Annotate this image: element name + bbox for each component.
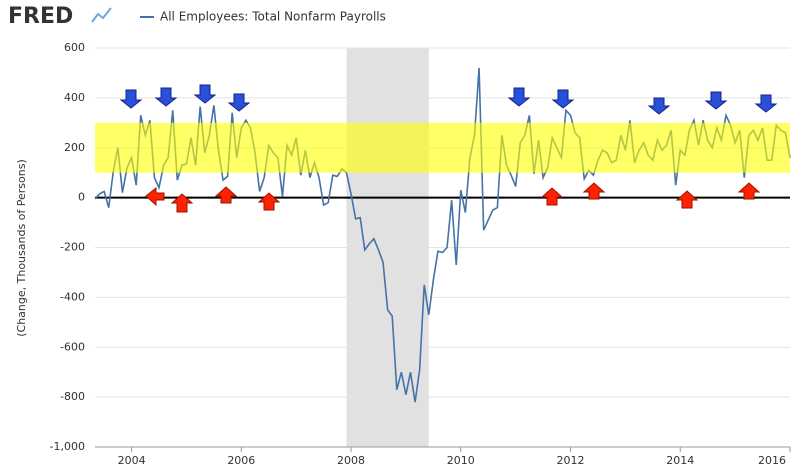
x-tick-label: 2004 bbox=[118, 454, 146, 467]
red-arrow bbox=[257, 192, 281, 211]
y-tick-label: 400 bbox=[64, 91, 85, 104]
blue-arrow bbox=[704, 91, 728, 110]
y-tick-label: 0 bbox=[78, 191, 85, 204]
x-tick-label: 2012 bbox=[557, 454, 585, 467]
y-tick-label: -1,000 bbox=[50, 440, 85, 453]
y-tick-label: -600 bbox=[60, 340, 85, 353]
red-arrow bbox=[582, 182, 606, 200]
red-arrow bbox=[145, 186, 165, 207]
y-tick-label: -800 bbox=[60, 390, 85, 403]
highlight-band bbox=[95, 122, 790, 173]
plot: 600 400 200 0 -200 -400 -600 -800 -1,000 2004 2006… bbox=[50, 41, 791, 467]
x-tick-label: 2010 bbox=[447, 454, 475, 467]
blue-arrow bbox=[227, 93, 251, 112]
x-tick-label: 2016 bbox=[758, 454, 786, 467]
blue-arrow bbox=[154, 87, 178, 107]
x-tick-label: 2006 bbox=[227, 454, 255, 467]
red-arrow bbox=[737, 182, 761, 200]
x-tick-label: 2014 bbox=[666, 454, 694, 467]
blue-arrow bbox=[119, 89, 143, 109]
y-tick-label: -200 bbox=[60, 241, 85, 254]
y-tick-label: 600 bbox=[64, 41, 85, 54]
y-axis-label: (Change, Thousands of Persons) bbox=[15, 159, 28, 337]
red-arrow bbox=[170, 193, 194, 213]
x-tick-label: 2008 bbox=[337, 454, 365, 467]
blue-arrow bbox=[193, 84, 217, 104]
logo-icon bbox=[91, 7, 112, 23]
blue-arrow bbox=[754, 94, 778, 113]
blue-arrow bbox=[647, 97, 671, 115]
brand-logo[interactable]: FRED bbox=[8, 4, 73, 29]
legend-label: All Employees: Total Nonfarm Payrolls bbox=[160, 10, 386, 24]
y-tick-label: -400 bbox=[60, 290, 85, 303]
blue-arrow bbox=[507, 87, 531, 107]
y-tick-label: 200 bbox=[64, 141, 85, 154]
annotations bbox=[119, 84, 778, 213]
red-arrow bbox=[540, 187, 564, 206]
red-arrow bbox=[214, 186, 238, 204]
blue-arrow bbox=[551, 89, 575, 109]
red-arrow bbox=[675, 190, 699, 209]
